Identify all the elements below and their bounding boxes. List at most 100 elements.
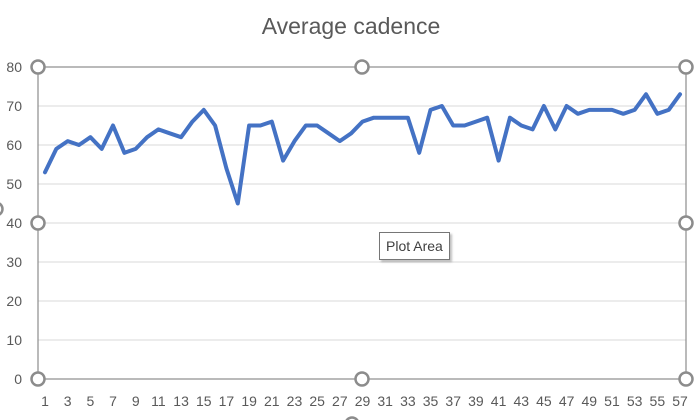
resize-handle[interactable] — [354, 59, 370, 75]
data-point — [417, 151, 421, 155]
data-point — [236, 202, 240, 206]
data-point — [270, 120, 274, 124]
x-tick-label: 49 — [581, 393, 597, 409]
data-point — [145, 135, 149, 139]
data-point — [565, 104, 569, 108]
data-point — [338, 139, 342, 143]
resize-handle[interactable] — [678, 215, 694, 231]
data-point — [156, 127, 160, 131]
data-point — [111, 124, 115, 128]
data-point — [519, 124, 523, 128]
y-tick-label: 70 — [6, 98, 22, 114]
data-point — [655, 112, 659, 116]
data-point — [326, 131, 330, 135]
data-point — [361, 120, 365, 124]
series-line[interactable] — [43, 92, 682, 206]
resize-handle[interactable] — [30, 59, 46, 75]
data-point — [247, 124, 251, 128]
data-point — [88, 135, 92, 139]
x-tick-label: 37 — [445, 393, 461, 409]
chart-area-resize-handle[interactable] — [0, 202, 4, 216]
x-tick-label: 13 — [173, 393, 189, 409]
data-point — [678, 92, 682, 96]
resize-handle[interactable] — [30, 215, 46, 231]
data-point — [633, 108, 637, 112]
x-tick-label: 5 — [86, 393, 94, 409]
data-point — [224, 166, 228, 170]
x-tick-label: 23 — [287, 393, 303, 409]
data-point — [168, 131, 172, 135]
x-tick-label: 45 — [536, 393, 552, 409]
y-tick-label: 20 — [6, 293, 22, 309]
x-tick-label: 17 — [219, 393, 235, 409]
data-point — [463, 124, 467, 128]
resize-handle[interactable] — [30, 371, 46, 387]
resize-handle[interactable] — [678, 371, 694, 387]
y-tick-label: 0 — [14, 371, 22, 387]
data-point — [281, 159, 285, 163]
data-point — [134, 147, 138, 151]
data-point — [508, 116, 512, 120]
x-tick-label: 15 — [196, 393, 212, 409]
data-point — [576, 112, 580, 116]
data-point — [304, 124, 308, 128]
x-tick-label: 19 — [241, 393, 257, 409]
y-tick-label: 60 — [6, 137, 22, 153]
y-tick-label: 80 — [6, 59, 22, 75]
x-tick-label: 33 — [400, 393, 416, 409]
data-point — [100, 147, 104, 151]
x-tick-label: 41 — [491, 393, 507, 409]
x-tick-label: 55 — [650, 393, 666, 409]
data-point — [429, 108, 433, 112]
data-point — [77, 143, 81, 147]
data-point — [292, 139, 296, 143]
data-point — [451, 124, 455, 128]
data-point — [587, 108, 591, 112]
data-point — [315, 124, 319, 128]
x-tick-label: 25 — [309, 393, 325, 409]
y-tick-label: 40 — [6, 215, 22, 231]
x-tick-label: 11 — [151, 393, 166, 409]
data-point — [383, 116, 387, 120]
data-point — [610, 108, 614, 112]
x-axis-tick-labels: 1 3 5 7 9 11 13 15 17 19 21 23 25 27 29 31 33 35 37 39 41 43 4… — [41, 393, 688, 409]
data-point — [395, 116, 399, 120]
x-tick-label: 57 — [672, 393, 688, 409]
resize-handle[interactable] — [678, 59, 694, 75]
data-point — [43, 170, 47, 174]
data-point — [497, 159, 501, 163]
data-point — [54, 147, 58, 151]
data-point — [621, 112, 625, 116]
data-point — [372, 116, 376, 120]
chart-area-resize-handle[interactable] — [345, 416, 359, 420]
data-point — [667, 108, 671, 112]
data-point — [349, 131, 353, 135]
x-tick-label: 53 — [627, 393, 643, 409]
data-point — [66, 139, 70, 143]
x-tick-label: 21 — [264, 393, 280, 409]
x-tick-label: 35 — [423, 393, 439, 409]
selection-handles[interactable] — [0, 59, 694, 420]
data-point — [190, 120, 194, 124]
data-point — [644, 92, 648, 96]
data-point — [531, 127, 535, 131]
x-tick-label: 3 — [64, 393, 72, 409]
y-axis-tick-labels: 0 10 20 30 40 50 60 70 80 — [6, 59, 22, 387]
x-tick-label: 43 — [513, 393, 529, 409]
data-point — [406, 116, 410, 120]
data-point — [542, 104, 546, 108]
data-point — [485, 116, 489, 120]
data-point — [258, 124, 262, 128]
data-point — [122, 151, 126, 155]
x-tick-label: 51 — [604, 393, 620, 409]
resize-handle[interactable] — [354, 371, 370, 387]
series-group — [43, 92, 682, 206]
gridlines — [38, 66, 686, 380]
x-tick-label: 27 — [332, 393, 348, 409]
data-point — [213, 124, 217, 128]
x-tick-label: 29 — [355, 393, 371, 409]
data-point — [599, 108, 603, 112]
data-point — [202, 108, 206, 112]
